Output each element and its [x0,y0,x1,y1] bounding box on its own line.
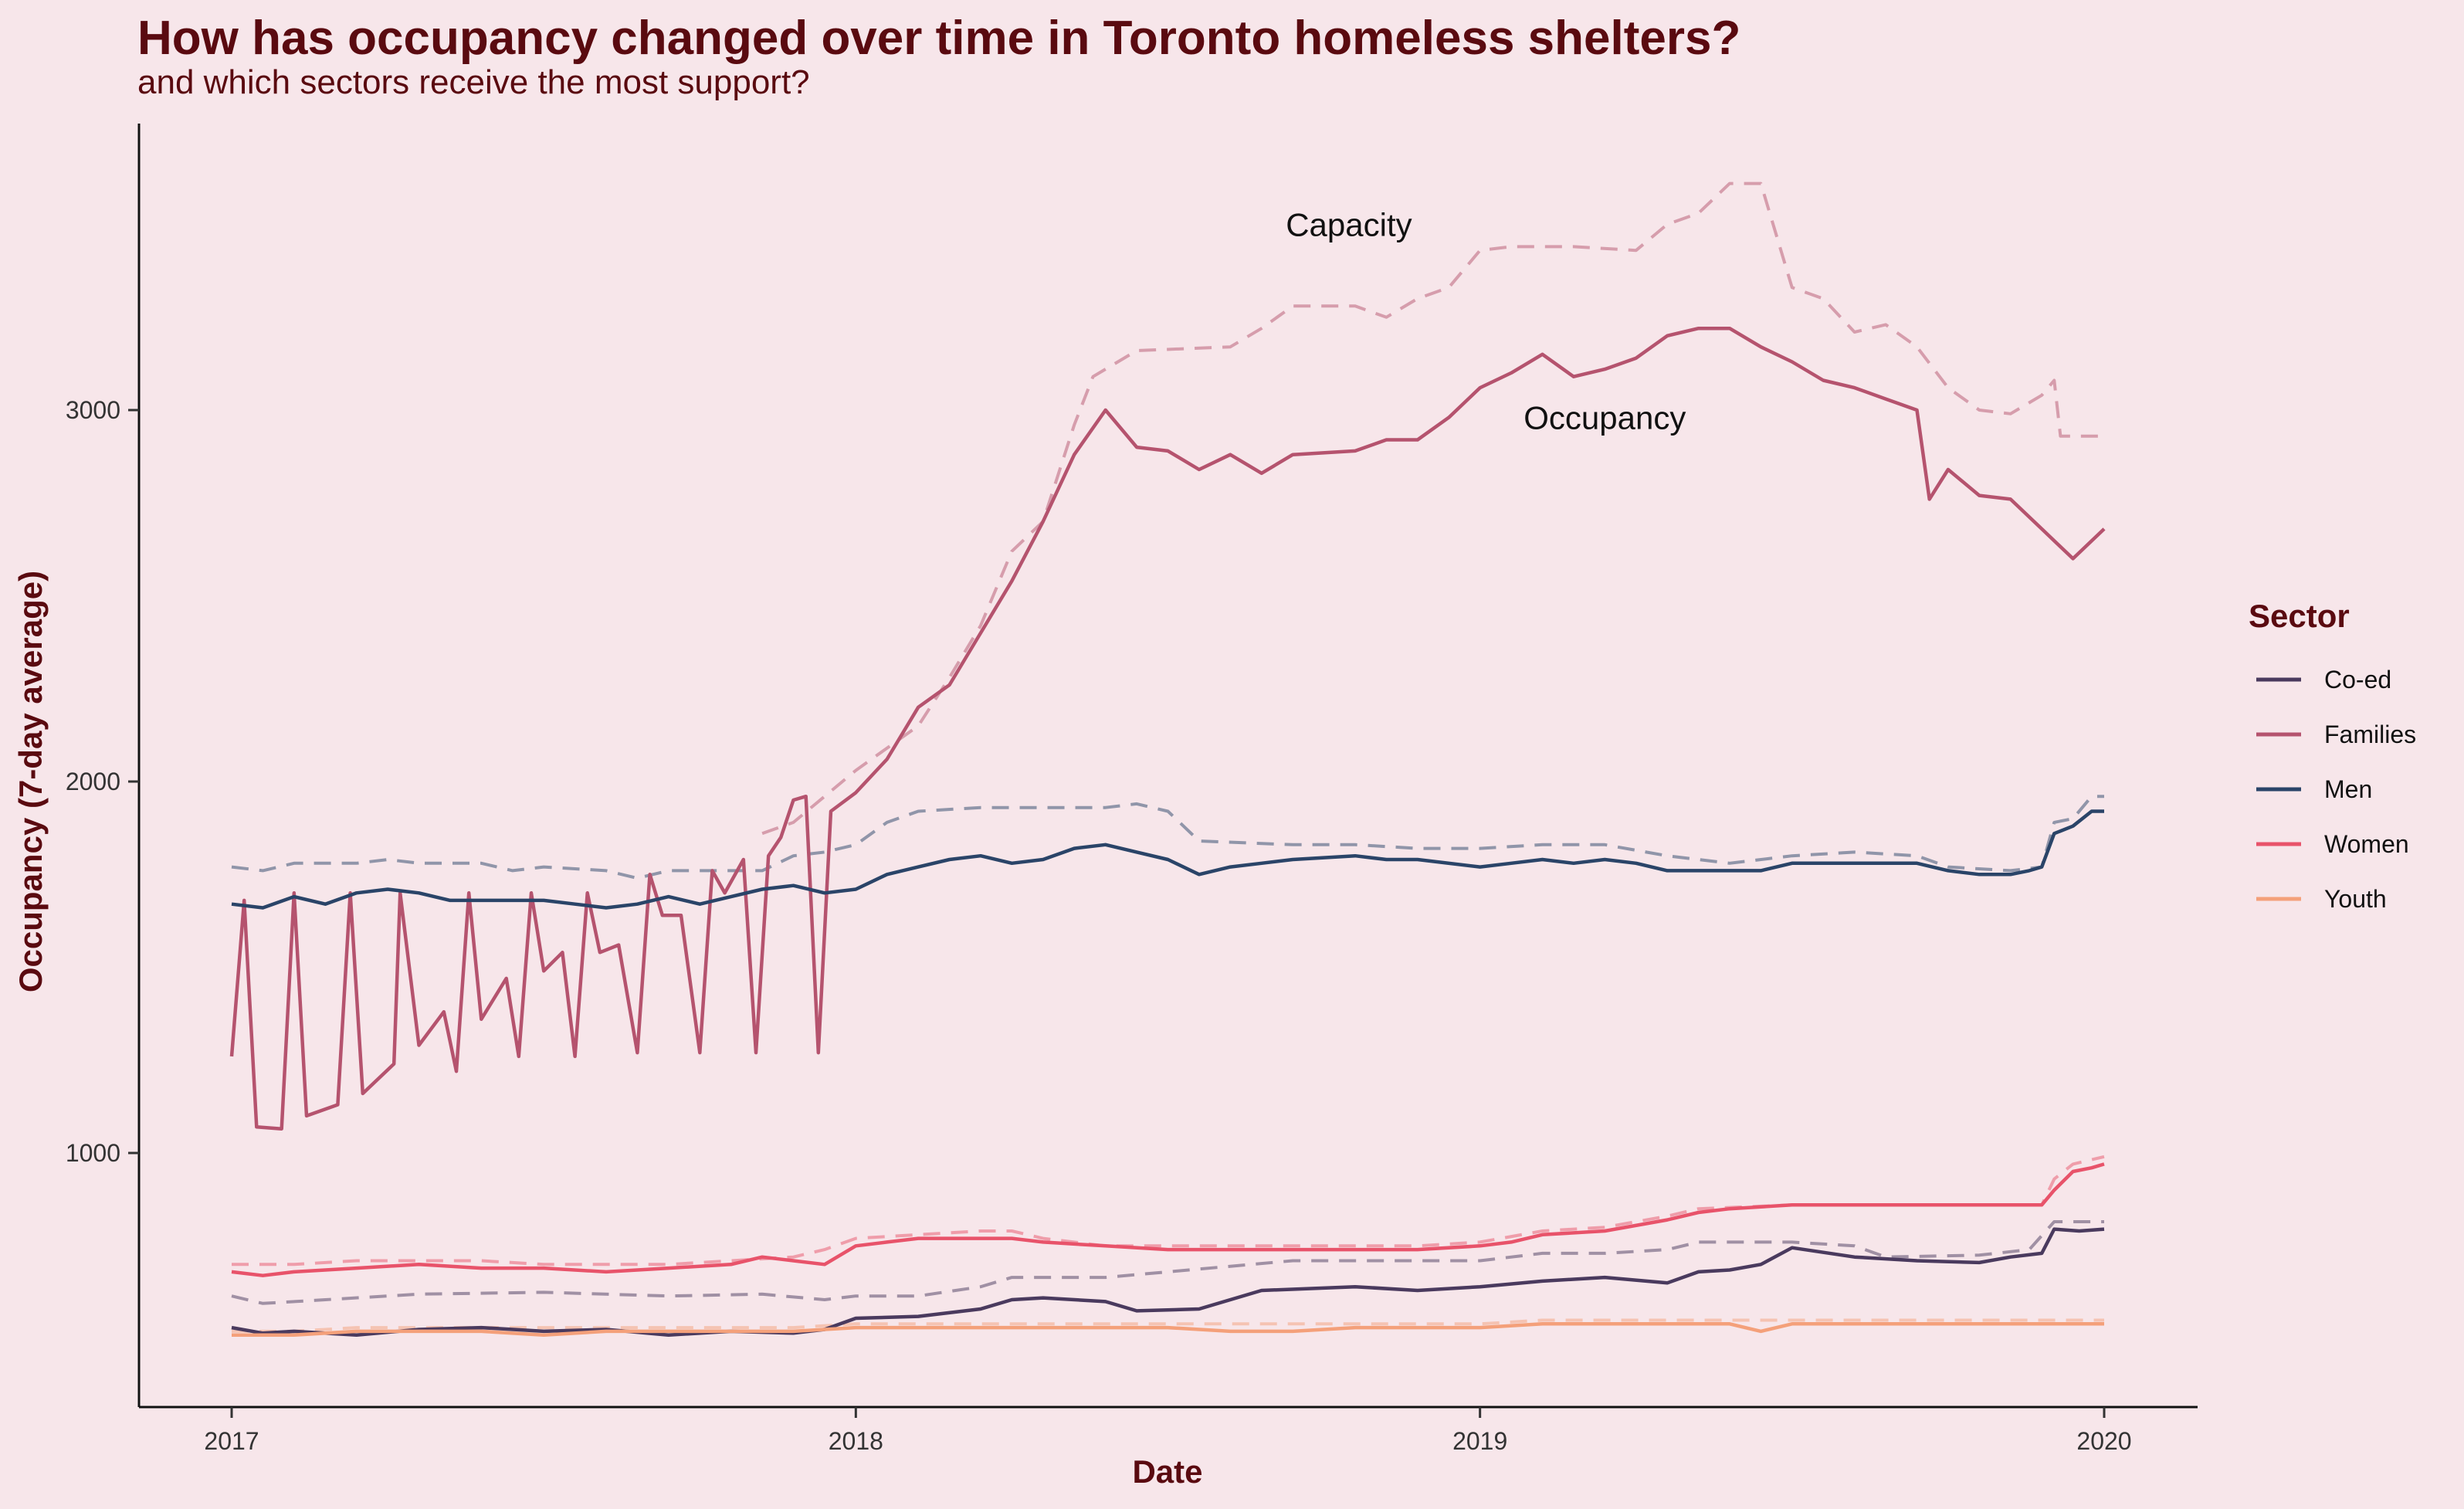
legend-label-co-ed: Co-ed [2324,666,2391,693]
x-tick-label: 2018 [829,1427,883,1455]
legend-label-youth: Youth [2324,885,2387,913]
x-tick-label: 2019 [1452,1427,1507,1455]
occupancy-line-families [229,326,2106,1131]
chart-subtitle: and which sectors receive the most suppo… [137,63,810,101]
occupancy-line-women [231,1162,2105,1277]
occupancy-line-men [231,809,2104,910]
capacity-line-men [231,795,2104,880]
legend: Sector Co-ed Families Men Women Youth [2249,598,2416,913]
y-tick-label: 2000 [66,768,120,795]
plot-lines [229,181,2106,1337]
annotation-occupancy: Occupancy [1523,400,1686,436]
y-axis-title: Occupancy (7-day average) [12,571,49,992]
legend-label-men: Men [2324,775,2372,803]
capacity-line-co-ed [231,1220,2104,1305]
capacity-line-families [761,181,2104,836]
legend-label-women: Women [2324,830,2409,858]
occupancy-line-co-ed [231,1227,2105,1337]
annotation-capacity: Capacity [1286,207,1412,243]
occupancy-line-youth [232,1322,2104,1337]
y-tick-label: 1000 [66,1139,120,1167]
chart-title: How has occupancy changed over time in T… [137,12,1740,65]
x-tick-label: 2020 [2076,1427,2131,1455]
y-tick-label: 3000 [66,396,120,424]
capacity-line-women [232,1155,2105,1267]
x-axis-title: Date [1132,1453,1202,1490]
x-tick-label: 2017 [204,1427,259,1455]
legend-label-families: Families [2324,721,2416,748]
x-ticks: 2017 2018 2019 2020 [204,1407,2132,1455]
annotations: Capacity Occupancy [1286,207,1686,436]
legend-title: Sector [2249,598,2350,634]
capacity-line-youth [232,1318,2104,1333]
y-ticks: 1000 2000 3000 [66,396,139,1167]
